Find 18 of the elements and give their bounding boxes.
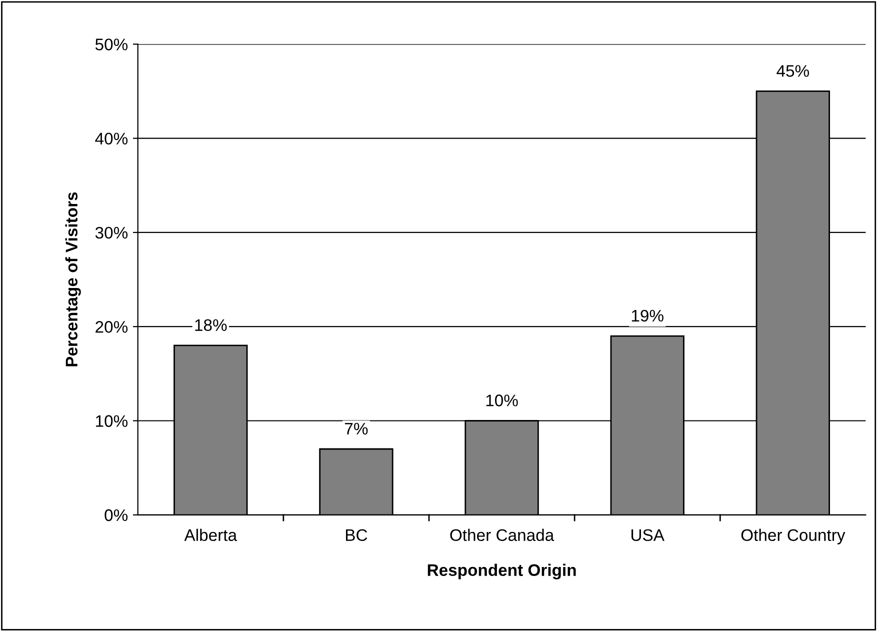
data-label: 10% [486,394,518,406]
x-axis-title: Respondent Origin [428,564,576,580]
y-tick-label: 40% [95,132,128,145]
data-label: 7% [345,422,368,435]
x-tick-label: BC [346,529,368,542]
data-label: 19% [632,310,664,322]
y-tick-label: 30% [95,226,128,239]
y-tick-label: 20% [96,321,128,333]
y-axis-title: Percentage of Visitors [65,192,81,366]
x-tick-label: USA [632,529,664,542]
y-tick-label: 10% [96,415,128,427]
data-label: 18% [195,319,227,332]
y-tick-label: 0% [104,509,128,522]
y-tick-label: 50% [95,38,128,50]
x-tick-label: Other Country [741,528,846,544]
x-tick-label: Other Canada [450,528,554,542]
data-label: 45% [776,65,810,77]
x-tick-label: Alberta [184,528,238,542]
